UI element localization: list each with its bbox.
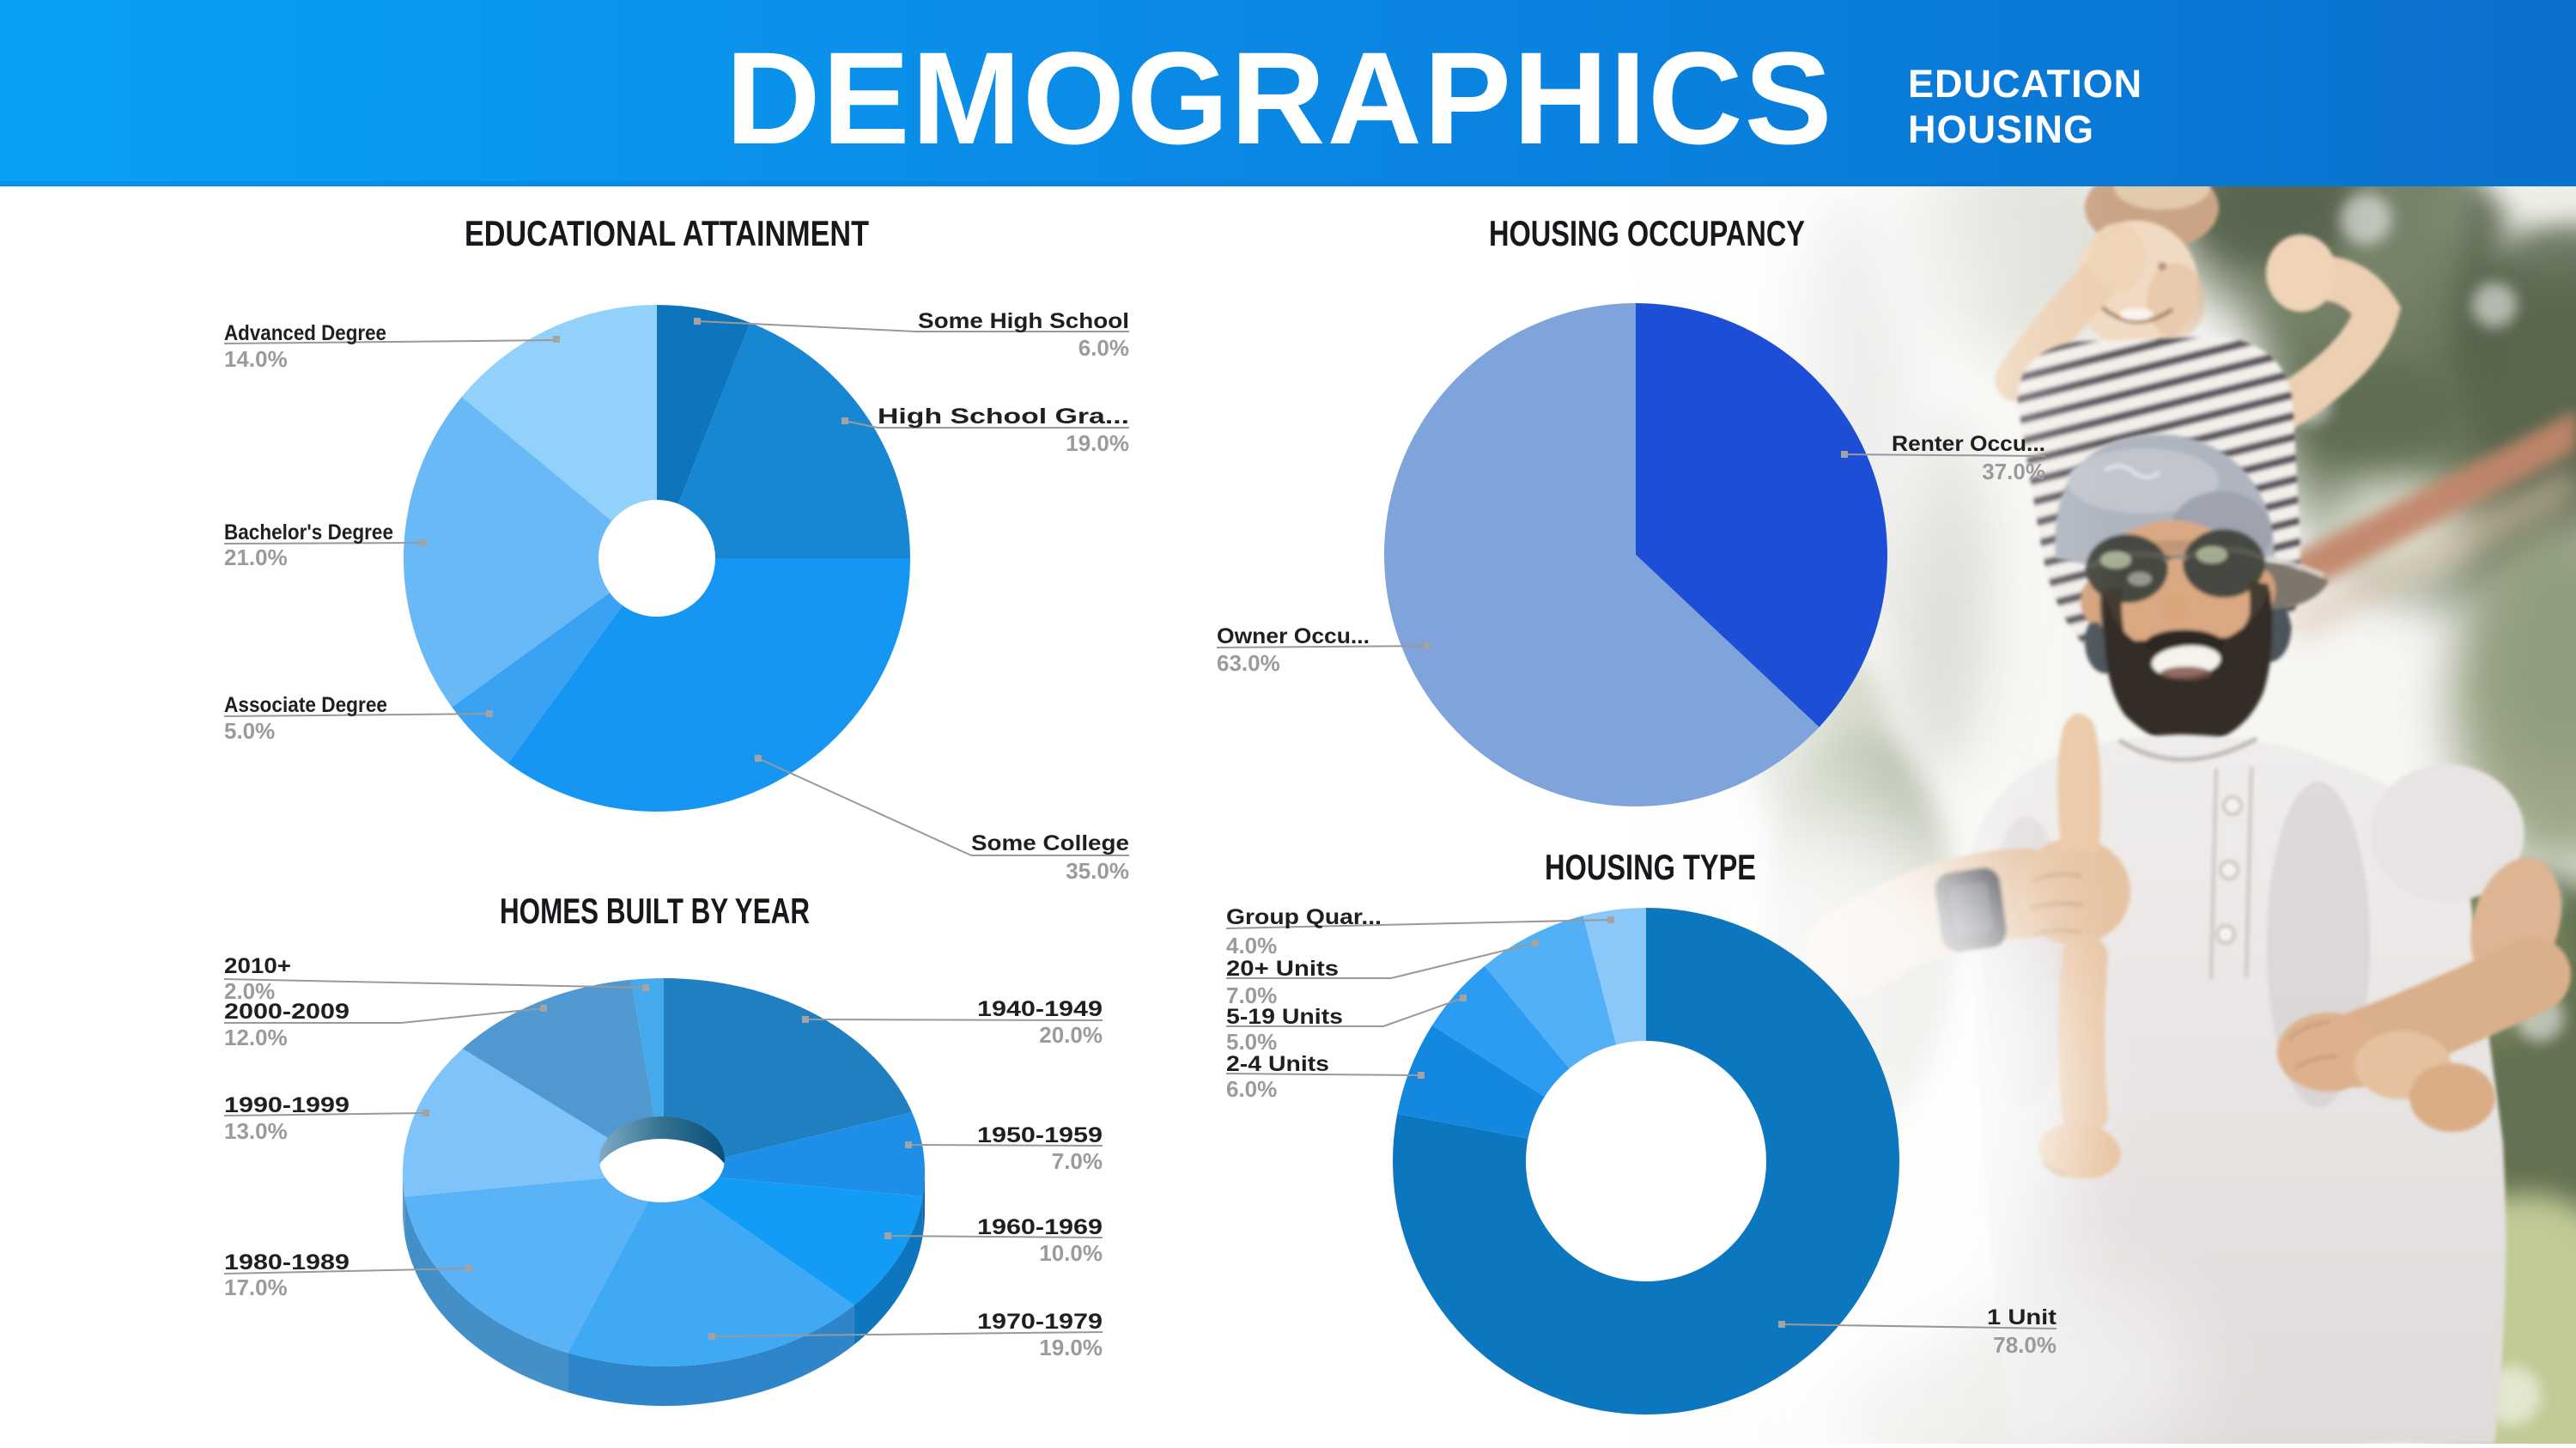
svg-text:13.0%: 13.0%	[224, 1118, 288, 1144]
svg-text:17.0%: 17.0%	[224, 1275, 288, 1300]
svg-text:7.0%: 7.0%	[1226, 983, 1277, 1008]
svg-text:20+ Units: 20+ Units	[1226, 957, 1339, 981]
svg-text:6.0%: 6.0%	[1226, 1076, 1277, 1102]
svg-text:2010+: 2010+	[224, 954, 291, 978]
svg-text:1940-1949: 1940-1949	[977, 997, 1103, 1021]
svg-text:19.0%: 19.0%	[1066, 430, 1129, 456]
svg-text:2000-2009: 2000-2009	[224, 1000, 349, 1024]
svg-text:EDUCATION: EDUCATION	[1908, 62, 2142, 106]
svg-text:Some High School: Some High School	[918, 309, 1129, 333]
svg-text:63.0%: 63.0%	[1217, 650, 1280, 676]
svg-text:4.0%: 4.0%	[1226, 933, 1277, 958]
svg-text:19.0%: 19.0%	[1039, 1335, 1103, 1360]
svg-text:1960-1969: 1960-1969	[977, 1215, 1103, 1239]
svg-text:1990-1999: 1990-1999	[224, 1093, 349, 1117]
svg-text:Renter Occu...: Renter Occu...	[1892, 432, 2045, 456]
svg-text:20.0%: 20.0%	[1039, 1022, 1103, 1048]
svg-text:78.0%: 78.0%	[1993, 1332, 2057, 1358]
svg-text:7.0%: 7.0%	[1052, 1148, 1103, 1174]
svg-text:1980-1989: 1980-1989	[224, 1250, 349, 1275]
svg-text:Owner Occu...: Owner Occu...	[1217, 624, 1370, 648]
svg-text:5-19 Units: 5-19 Units	[1226, 1005, 1343, 1029]
svg-text:Advanced Degree: Advanced Degree	[224, 321, 386, 345]
svg-text:Associate Degree: Associate Degree	[224, 693, 387, 717]
svg-text:Some College: Some College	[971, 831, 1129, 855]
svg-text:21.0%: 21.0%	[224, 545, 288, 570]
svg-text:2-4 Units: 2-4 Units	[1226, 1052, 1329, 1076]
svg-text:37.0%: 37.0%	[1982, 459, 2045, 484]
svg-text:High School Gra...: High School Gra...	[878, 405, 1129, 429]
svg-text:HOMES BUILT BY YEAR: HOMES BUILT BY YEAR	[500, 891, 810, 931]
svg-text:2.0%: 2.0%	[224, 978, 275, 1004]
svg-text:EDUCATIONAL ATTAINMENT: EDUCATIONAL ATTAINMENT	[465, 213, 869, 253]
svg-text:HOUSING: HOUSING	[1908, 107, 2094, 151]
svg-text:14.0%: 14.0%	[224, 346, 288, 372]
svg-text:5.0%: 5.0%	[224, 718, 275, 744]
svg-text:6.0%: 6.0%	[1078, 335, 1129, 361]
svg-text:5.0%: 5.0%	[1226, 1029, 1277, 1055]
svg-text:1970-1979: 1970-1979	[977, 1310, 1103, 1334]
svg-text:1 Unit: 1 Unit	[1987, 1305, 2057, 1329]
svg-text:12.0%: 12.0%	[224, 1025, 288, 1050]
svg-text:Bachelor's Degree: Bachelor's Degree	[224, 520, 393, 545]
svg-text:HOUSING TYPE: HOUSING TYPE	[1545, 847, 1756, 887]
svg-text:35.0%: 35.0%	[1066, 858, 1129, 884]
svg-text:Group Quar...: Group Quar...	[1226, 905, 1382, 929]
svg-text:10.0%: 10.0%	[1039, 1240, 1103, 1266]
svg-text:DEMOGRAPHICS: DEMOGRAPHICS	[726, 25, 1834, 172]
svg-text:1950-1959: 1950-1959	[977, 1123, 1103, 1147]
svg-text:HOUSING OCCUPANCY: HOUSING OCCUPANCY	[1489, 213, 1805, 253]
